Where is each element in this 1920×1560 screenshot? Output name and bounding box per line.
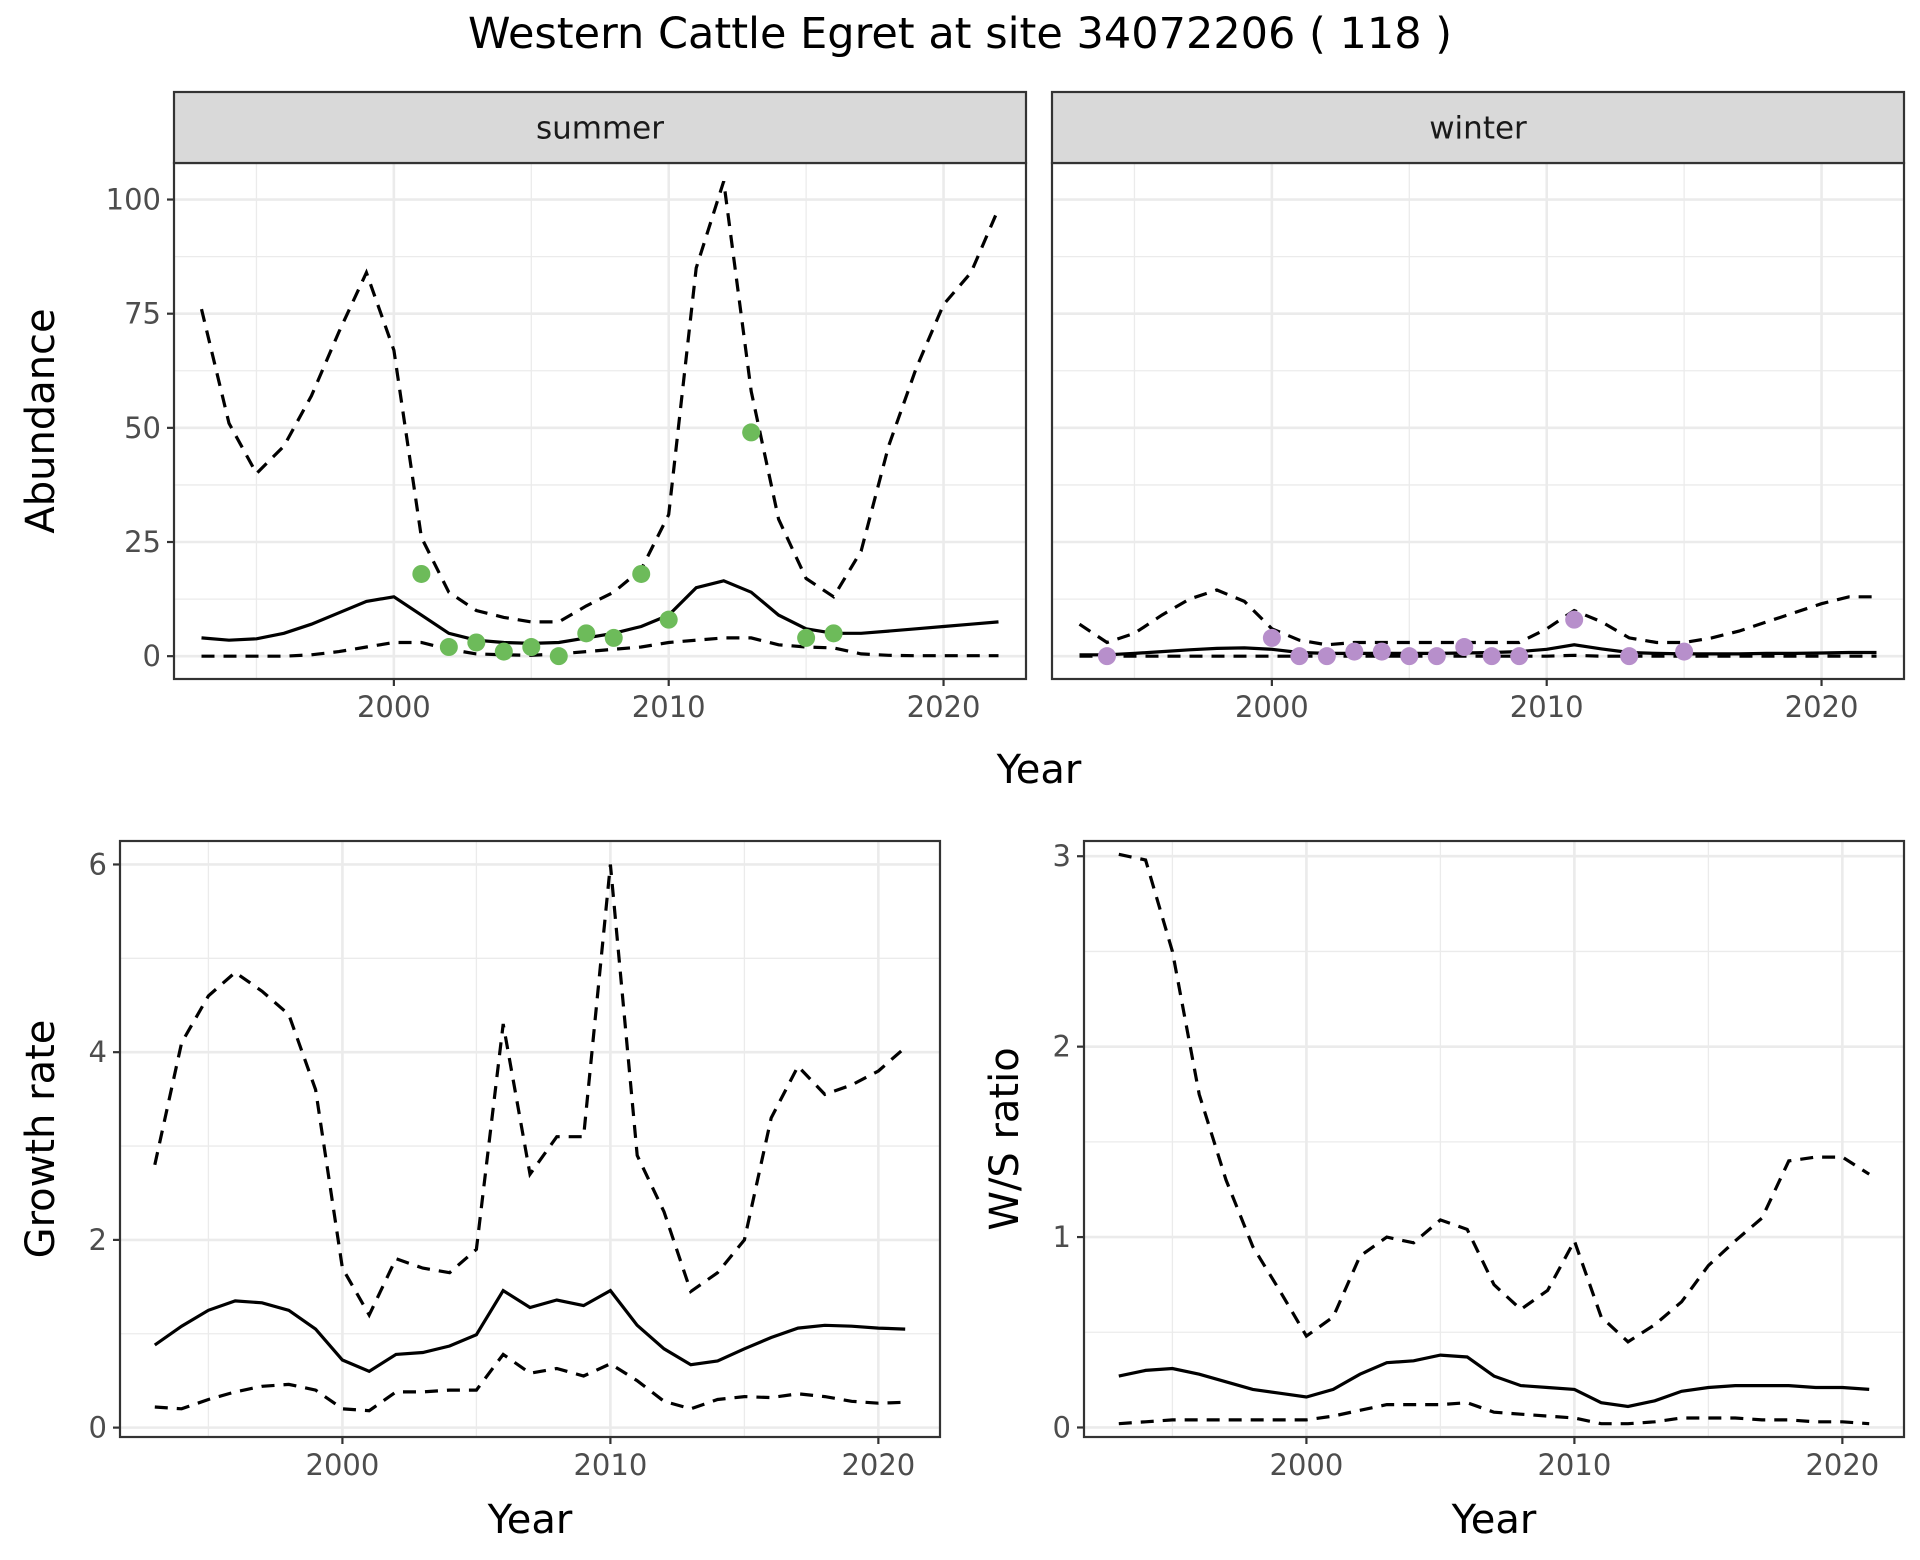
y-tick-label: 0 [89,1411,107,1445]
facet-strip [1050,90,1906,165]
y-tick-label: 0 [143,639,161,673]
observed-point [1455,638,1474,657]
series-upper-line [199,180,1000,624]
y-tick-label: 2 [89,1223,107,1257]
observed-point [1565,610,1584,629]
x-axis-title: Year [487,1497,573,1543]
y-tick-label: 1 [1053,1220,1071,1254]
observed-point [1400,647,1419,666]
observed-point [522,638,541,657]
series-lower-line [1079,653,1877,658]
panel-3: 2000 2010 2020 0 2 4 6 [89,839,942,1482]
x-tick-label: 2000 [357,690,431,724]
facet-strip-label: summer [536,111,664,147]
series-upper-line [1078,588,1877,647]
panel-1: summer 2000 2010 2020 0 25 50 75 100 [106,90,1028,724]
x-tick-label: 2020 [907,690,981,724]
observed-point [439,638,458,657]
y-axis-title: W/S ratio [982,1047,1028,1230]
x-tick-label: 2010 [573,1448,647,1482]
y-axis-title: Abundance [18,308,64,533]
observed-point [1510,647,1529,666]
observed-point [1262,628,1281,647]
observed-point [632,564,651,583]
series-median-line [153,1288,906,1374]
observed-point [1345,642,1364,661]
observed-point [1482,647,1501,666]
series-median-line [1118,1353,1870,1409]
panel-2: winter 2000 2010 2020 [1050,90,1906,724]
y-tick-label: 50 [124,411,161,445]
series-lower-line [1118,1401,1870,1426]
x-tick-label: 2000 [1235,690,1309,724]
y-tick-label: 4 [89,1035,107,1069]
observed-point [549,647,568,666]
panel-background [1052,163,1904,679]
y-tick-label: 3 [1053,839,1071,873]
panel-background [120,841,940,1437]
y-tick-label: 100 [106,183,161,217]
panel-background [174,163,1026,679]
x-tick-label: 2010 [1510,690,1584,724]
x-axis-title: Year [1451,1497,1537,1543]
series-upper-line [153,864,907,1319]
y-axis-title: Growth rate [18,1020,64,1259]
panel-border [1082,839,1906,1439]
observed-point [1097,647,1116,666]
x-tick-label: 2020 [1785,690,1859,724]
observed-point [577,624,596,643]
facet-strip [172,90,1028,165]
y-tick-label: 6 [89,847,107,881]
observed-point [1372,642,1391,661]
y-tick-label: 2 [1053,1030,1071,1064]
series-median-line [1079,643,1877,657]
observed-point [742,423,761,442]
figure-title: Western Cattle Egret at site 34072206 ( … [468,9,1452,59]
observed-point [659,610,678,629]
series-lower-line [201,636,999,658]
x-tick-label: 2010 [1537,1448,1611,1482]
panel-4: 2000 2010 2020 0 1 2 3 [1053,839,1906,1482]
x-axis-title: Year [996,747,1082,793]
facet-strip-label: winter [1429,111,1527,147]
panel-background [1084,841,1904,1437]
observed-point [604,628,623,647]
observed-point [797,628,816,647]
series-median-line [201,579,999,646]
observed-point [1620,647,1639,666]
y-tick-label: 0 [1053,1410,1071,1444]
observed-point [1290,647,1309,666]
observed-point [1675,642,1694,661]
x-tick-label: 2020 [841,1448,915,1482]
x-tick-label: 2020 [1805,1448,1879,1482]
series-upper-line [1118,852,1871,1344]
observed-point [467,633,486,652]
x-tick-label: 2000 [1270,1448,1344,1482]
observed-point [824,624,843,643]
x-tick-label: 2000 [306,1448,380,1482]
observed-point [494,642,513,661]
y-tick-label: 25 [124,525,161,559]
x-tick-label: 2010 [632,690,706,724]
observed-point [412,564,431,583]
panel-border [118,839,942,1439]
series-lower-line [154,1352,906,1413]
observed-point [1427,647,1446,666]
observed-point [1317,647,1336,666]
y-tick-label: 75 [124,297,161,331]
